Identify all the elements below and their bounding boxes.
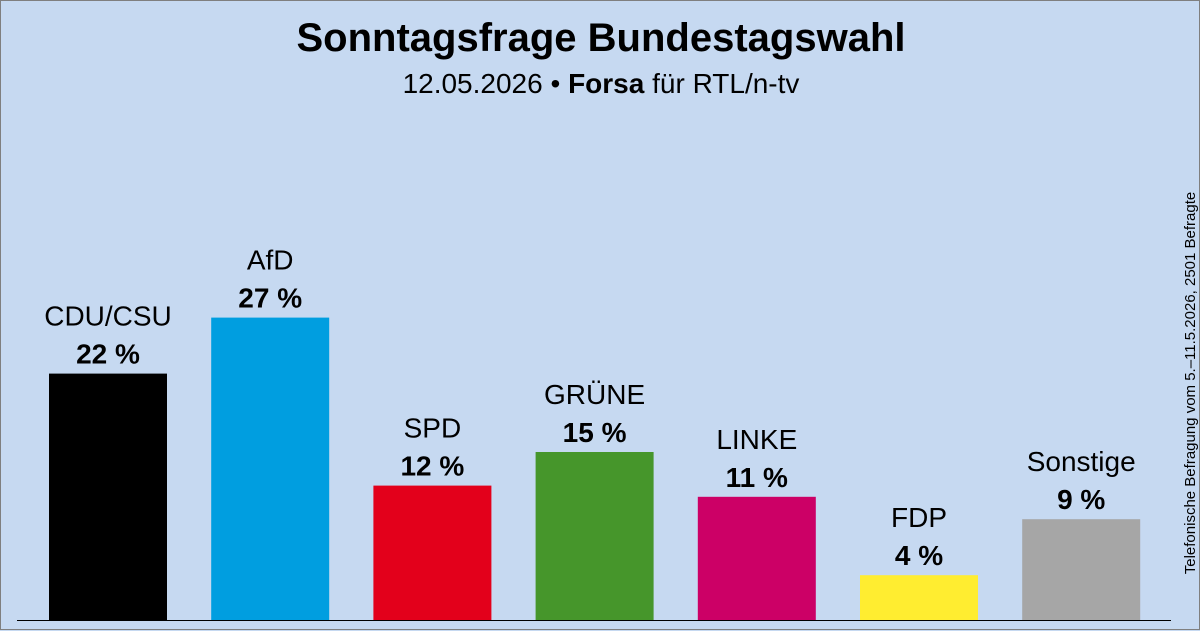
chart-subtitle: 12.05.2026 • Forsa für RTL/n-tv [1,67,1200,101]
bar-afd [211,317,330,620]
category-label-cdu-csu: CDU/CSU [44,301,172,332]
category-label-linke: LINKE [716,424,797,455]
bar-sonstige [1022,519,1141,620]
survey-note: Telefonische Befragung vom 5.–11.5.2026,… [1182,191,1199,575]
value-label-sonstige: 9 % [1057,484,1105,515]
value-label-linke: 11 % [726,462,788,493]
subtitle-separator: • [550,68,561,99]
poll-institute: Forsa [568,68,645,99]
bar-linke [697,496,816,620]
value-label-cdu-csu: 22 % [76,339,140,370]
bar-fdp [860,575,978,620]
bar-grüne [535,452,654,620]
category-label-afd: AfD [247,245,294,276]
category-label-grüne: GRÜNE [544,379,645,410]
value-label-spd: 12 % [400,451,464,482]
bar-spd [373,485,492,620]
poll-date: 12.05.2026 [402,68,543,99]
value-label-fdp: 4 % [895,540,943,571]
bar-cdu-csu [49,373,167,620]
poll-client: für RTL/n-tv [652,68,800,99]
chart-title: Sonntagsfrage Bundestagswahl [296,16,906,60]
category-label-fdp: FDP [891,502,947,533]
value-label-grüne: 15 % [563,417,627,448]
category-label-sonstige: Sonstige [1027,446,1136,477]
value-label-afd: 27 % [238,283,302,314]
category-label-spd: SPD [404,413,462,444]
